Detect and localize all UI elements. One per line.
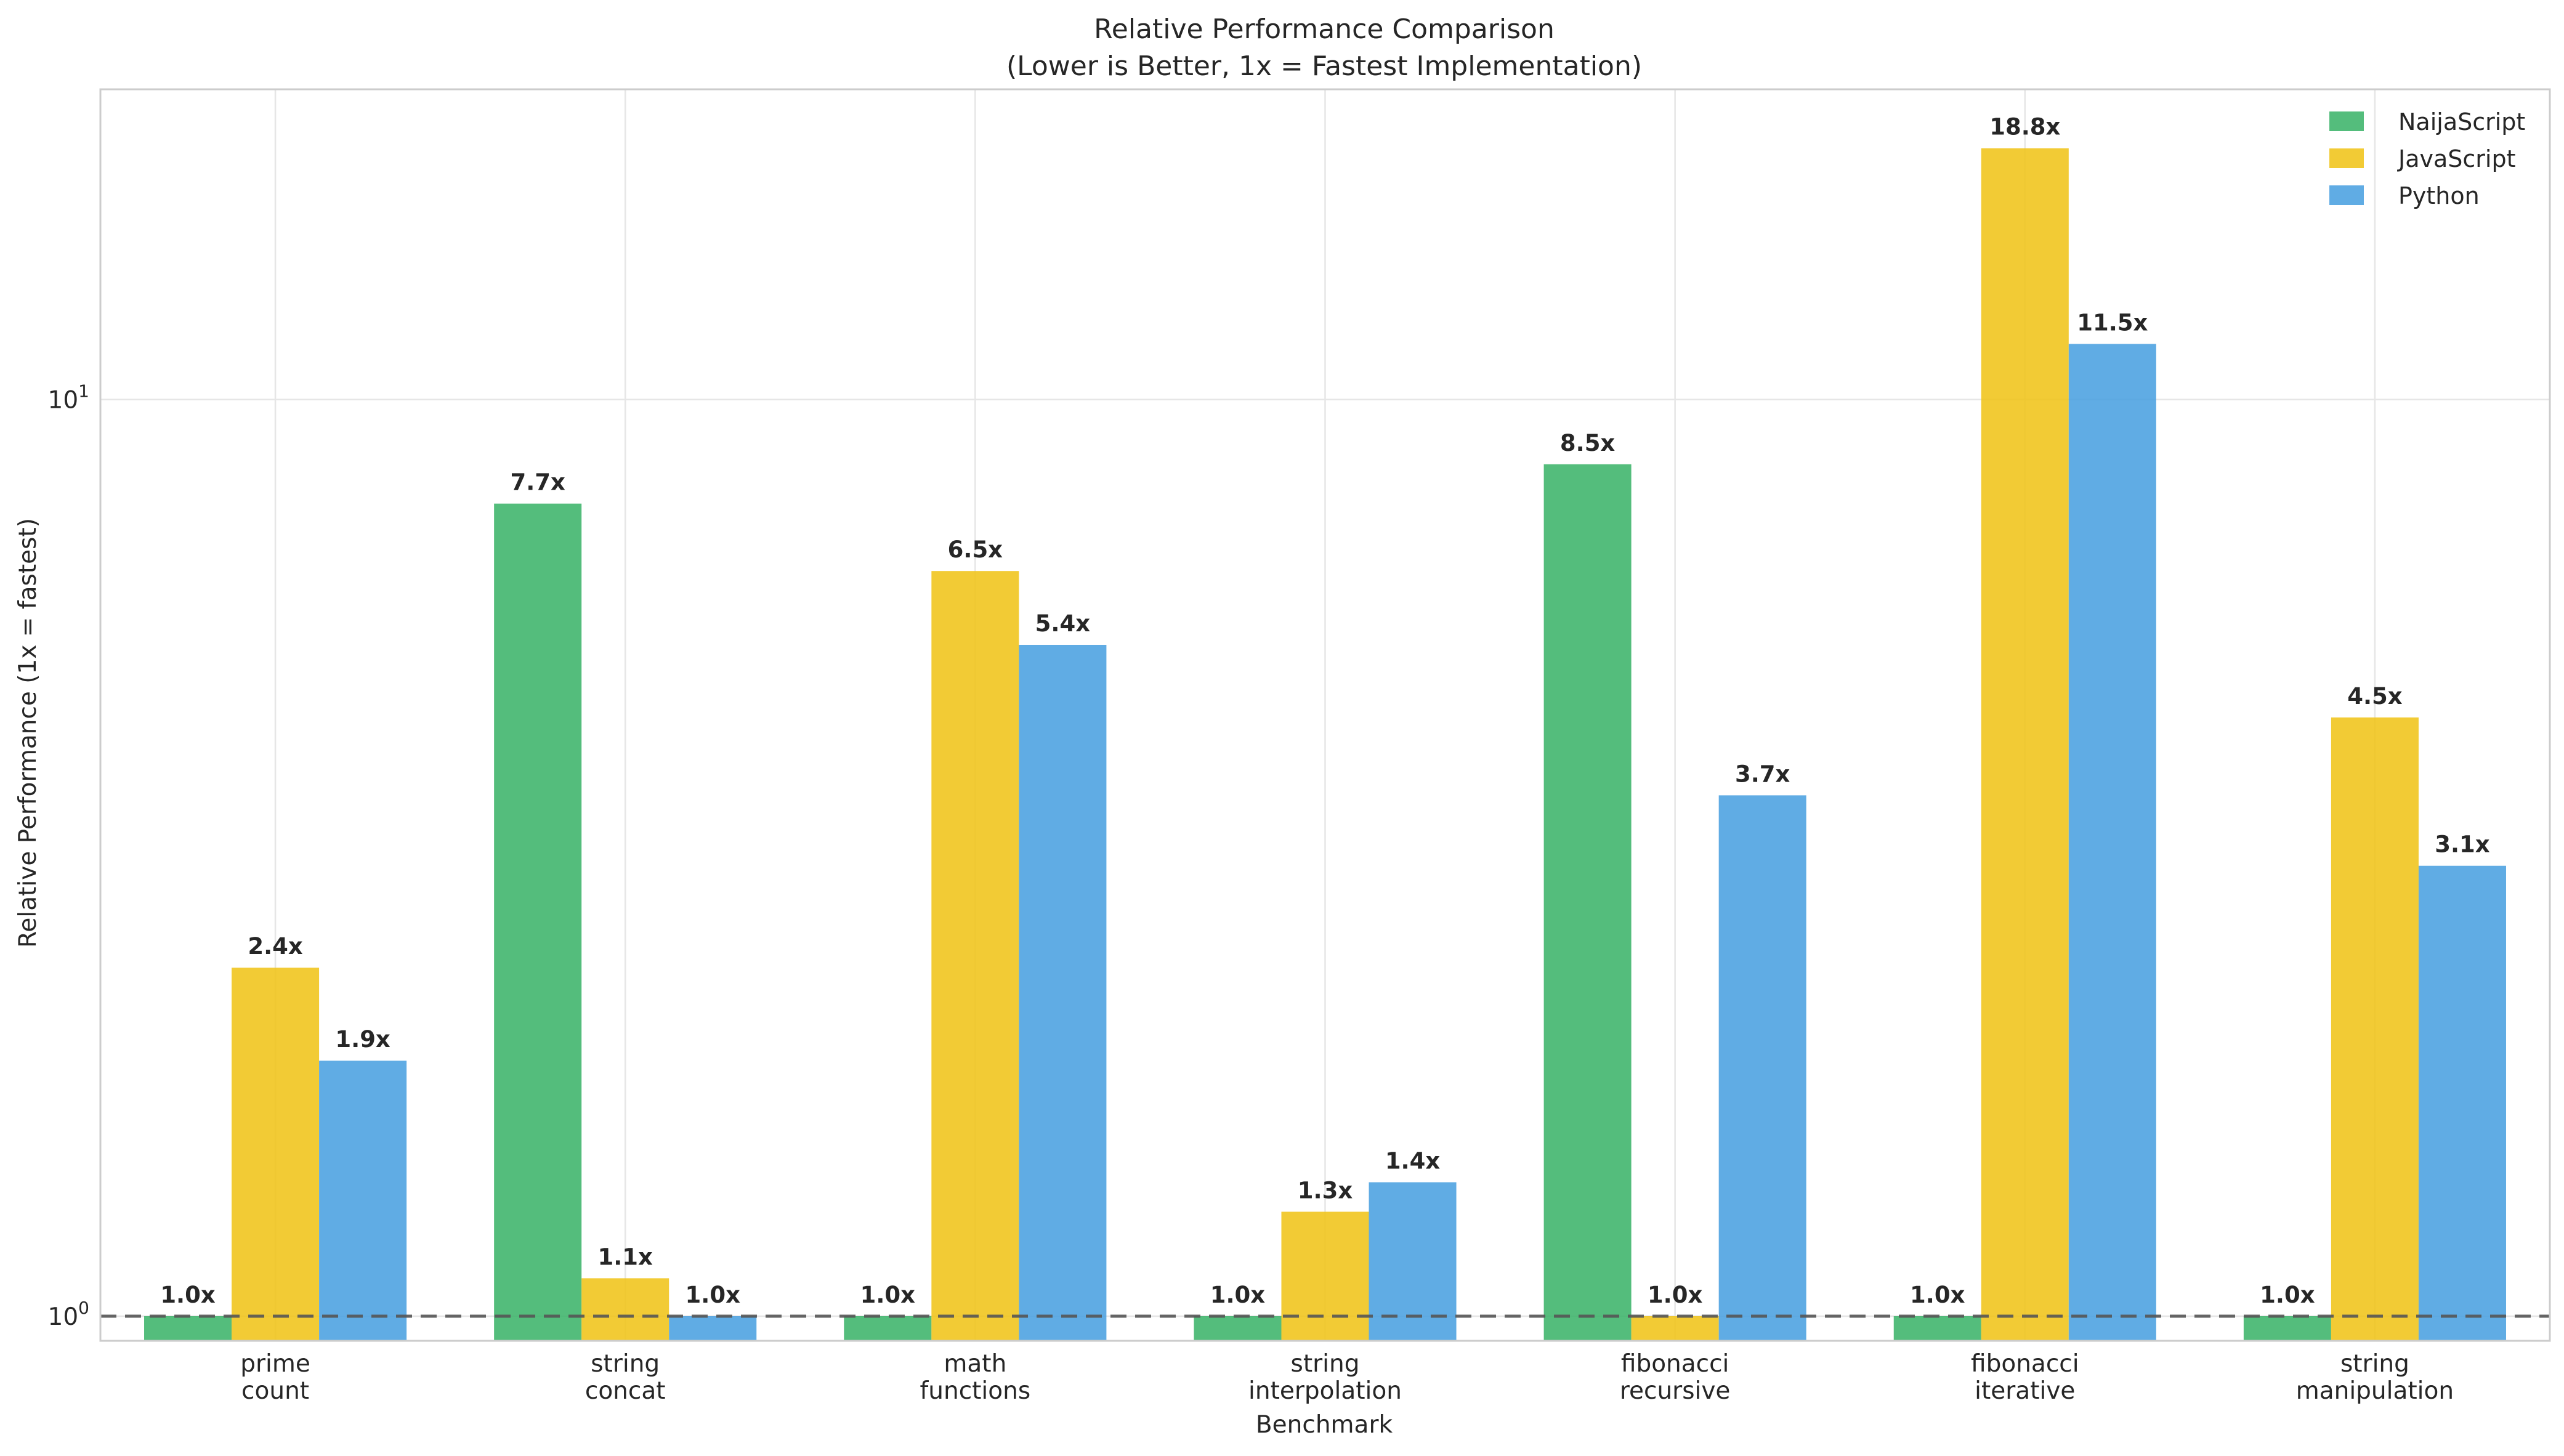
data-label-python-1: 1.0x [685, 1282, 741, 1308]
bar-javascript-2 [931, 571, 1019, 1341]
legend-swatch-naijascript [2329, 111, 2364, 131]
data-label-python-6: 3.1x [2435, 831, 2490, 858]
bar-javascript-5 [1981, 148, 2069, 1341]
y-axis-label: Relative Performance (1x = fastest) [14, 518, 42, 948]
bar-naijascript-5 [1893, 1316, 1981, 1341]
legend-label-javascript: JavaScript [2397, 145, 2515, 172]
bar-javascript-6 [2331, 717, 2419, 1341]
bar-python-5 [2068, 344, 2156, 1341]
chart-subtitle: (Lower is Better, 1x = Fastest Implement… [1006, 51, 1642, 82]
data-label-javascript-4: 1.0x [1648, 1282, 1703, 1308]
bar-javascript-4 [1631, 1316, 1719, 1341]
legend-label-naijascript: NaijaScript [2398, 108, 2525, 135]
bar-javascript-3 [1281, 1211, 1369, 1341]
data-label-naijascript-5: 1.0x [1910, 1282, 1965, 1308]
axis-layer: 100 101 prime count string concat math function… [48, 88, 2551, 1405]
bar-naijascript-0 [144, 1316, 232, 1341]
data-label-naijascript-4: 8.5x [1560, 430, 1616, 456]
data-label-python-0: 1.9x [335, 1026, 390, 1053]
data-label-python-5: 11.5x [2077, 309, 2148, 336]
data-label-naijascript-1: 7.7x [510, 469, 565, 496]
x-tick-label: fibonacci recursive [1620, 1350, 1731, 1405]
bar-python-4 [1718, 795, 1806, 1341]
bar-naijascript-2 [844, 1316, 932, 1341]
data-label-naijascript-0: 1.0x [160, 1282, 216, 1308]
data-label-javascript-6: 4.5x [2347, 683, 2403, 710]
data-label-javascript-5: 18.8x [1989, 114, 2060, 140]
legend-label-python: Python [2398, 182, 2480, 209]
data-label-javascript-0: 2.4x [248, 933, 303, 960]
x-tick-label: string manipulation [2296, 1350, 2454, 1405]
data-label-naijascript-2: 1.0x [860, 1282, 916, 1308]
data-label-naijascript-3: 1.0x [1210, 1282, 1266, 1308]
bar-python-2 [1019, 644, 1107, 1341]
bar-naijascript-3 [1194, 1316, 1282, 1341]
data-label-javascript-2: 6.5x [948, 536, 1003, 563]
legend-swatch-javascript [2329, 148, 2364, 168]
y-tick-label: 100 [48, 1298, 89, 1331]
bar-javascript-0 [232, 968, 320, 1341]
chart-title: Relative Performance Comparison [1094, 14, 1555, 45]
bar-python-3 [1369, 1182, 1457, 1341]
bar-naijascript-6 [2243, 1316, 2331, 1341]
data-label-python-3: 1.4x [1385, 1148, 1441, 1175]
bar-python-1 [669, 1316, 757, 1341]
data-label-javascript-3: 1.3x [1298, 1177, 1353, 1203]
y-tick-label: 101 [48, 381, 89, 415]
bar-naijascript-1 [494, 503, 582, 1341]
x-tick-label: math functions [920, 1350, 1031, 1405]
bar-javascript-1 [581, 1278, 669, 1341]
data-label-javascript-1: 1.1x [598, 1244, 653, 1270]
data-label-python-4: 3.7x [1735, 761, 1790, 787]
x-tick-label: fibonacci iterative [1971, 1350, 2079, 1405]
x-axis-label: Benchmark [1256, 1411, 1393, 1439]
bar-python-6 [2418, 865, 2506, 1341]
x-tick-label: prime count [240, 1350, 310, 1405]
plot-frame [99, 88, 2551, 1342]
data-label-python-2: 5.4x [1035, 610, 1091, 637]
bar-naijascript-4 [1543, 464, 1632, 1341]
legend-swatch-python [2329, 185, 2364, 205]
x-tick-label: string concat [585, 1350, 666, 1405]
bar-python-0 [319, 1061, 407, 1341]
bars-layer [144, 148, 2506, 1341]
data-label-naijascript-6: 1.0x [2260, 1282, 2315, 1308]
data-labels-layer: 1.0x 7.7x 1.0x 1.0x 8.5x 1.0x 1.0x 2.4x 1.1x 6.5x… [160, 114, 2489, 1308]
legend: NaijaScript JavaScript Python [2329, 108, 2525, 209]
x-tick-label: string interpolation [1248, 1350, 1402, 1405]
